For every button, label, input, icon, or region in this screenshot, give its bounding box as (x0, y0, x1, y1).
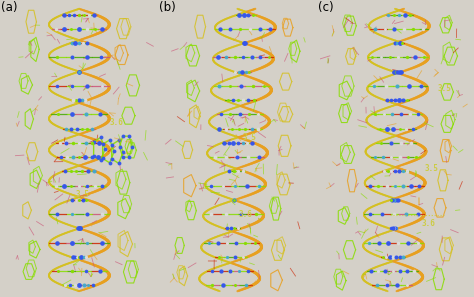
Text: 3.6: 3.6 (238, 210, 252, 219)
Text: 3.5: 3.5 (75, 190, 89, 199)
Text: 3.6: 3.6 (110, 118, 124, 127)
Text: (a): (a) (1, 1, 18, 15)
Text: 3.6: 3.6 (422, 219, 436, 228)
Text: 3.5: 3.5 (425, 164, 439, 173)
Text: (c): (c) (318, 1, 333, 15)
Text: 3.5: 3.5 (437, 83, 451, 93)
Text: (b): (b) (159, 1, 176, 15)
Text: 3.5: 3.5 (243, 132, 256, 142)
